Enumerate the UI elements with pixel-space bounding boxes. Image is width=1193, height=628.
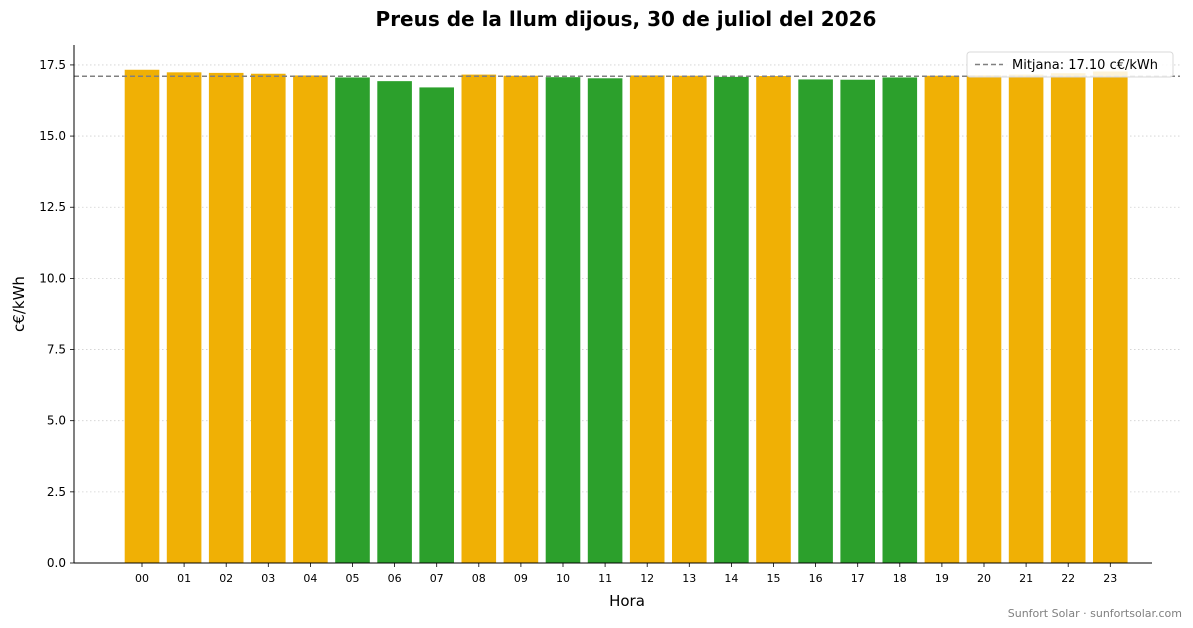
y-tick-label: 17.5 [39, 58, 66, 72]
y-tick-label: 12.5 [39, 200, 66, 214]
bar-07 [419, 87, 454, 564]
bars-group [124, 69, 1128, 564]
legend-average-label: Mitjana: 17.10 c€/kWh [1012, 58, 1158, 73]
bar-18 [882, 77, 918, 563]
x-tick-label: 00 [135, 572, 149, 585]
x-tick-label: 17 [851, 572, 865, 585]
x-axis-label: Hora [609, 592, 645, 610]
bar-14 [714, 76, 749, 563]
x-tick-label: 13 [682, 572, 696, 585]
x-tick-label: 06 [388, 572, 402, 585]
y-ticks: 0.0 2.5 5.0 7.5 10.0 12.5 15.0 17.5 [39, 58, 74, 570]
x-tick-label: 02 [219, 572, 233, 585]
bar-03 [251, 73, 286, 563]
footer-credit: Sunfort Solar · sunfortsolar.com [1008, 607, 1182, 620]
y-tick-label: 5.0 [47, 414, 66, 428]
bar-21 [1008, 74, 1044, 563]
bar-09 [503, 75, 539, 563]
x-tick-label: 11 [598, 572, 612, 585]
bar-23 [1093, 71, 1128, 563]
bar-04 [293, 75, 328, 563]
x-tick-label: 23 [1103, 572, 1117, 585]
y-tick-label: 10.0 [39, 271, 66, 285]
bar-22 [1050, 73, 1086, 563]
x-tick-label: 07 [430, 572, 444, 585]
x-ticks: 00 01 02 03 04 05 06 07 08 09 10 11 12 13 14 15 16 17 18 19… [135, 563, 1117, 585]
x-tick-label: 14 [724, 572, 738, 585]
x-tick-label: 21 [1019, 572, 1033, 585]
bar-08 [461, 74, 497, 563]
bar-12 [629, 75, 665, 563]
bar-05 [335, 77, 370, 563]
axes [73, 45, 1152, 564]
bar-10 [545, 77, 581, 564]
x-tick-label: 22 [1061, 572, 1075, 585]
y-tick-label: 15.0 [39, 129, 66, 143]
bar-11 [587, 78, 623, 564]
y-tick-label: 2.5 [47, 485, 66, 499]
bar-19 [924, 75, 960, 563]
x-tick-label: 12 [640, 572, 654, 585]
bar-01 [166, 72, 202, 564]
x-tick-label: 03 [261, 572, 275, 585]
y-tick-label: 0.0 [47, 556, 66, 570]
y-axis-label: c€/kWh [10, 276, 28, 332]
bar-00 [124, 69, 160, 563]
bar-02 [208, 72, 244, 564]
bar-15 [756, 76, 791, 564]
y-tick-label: 7.5 [47, 343, 66, 357]
x-tick-label: 09 [514, 572, 528, 585]
x-tick-label: 01 [177, 572, 191, 585]
legend: Mitjana: 17.10 c€/kWh [966, 51, 1174, 78]
bar-13 [672, 75, 707, 563]
x-tick-label: 08 [472, 572, 486, 585]
x-tick-label: 16 [809, 572, 823, 585]
x-tick-label: 05 [346, 572, 360, 585]
bar-20 [966, 75, 1002, 564]
bar-16 [798, 79, 833, 563]
x-tick-label: 04 [303, 572, 317, 585]
x-tick-label: 18 [893, 572, 907, 585]
legend-box [966, 51, 1174, 78]
x-tick-label: 15 [767, 572, 781, 585]
chart-title: Preus de la llum dijous, 30 de juliol de… [376, 7, 877, 31]
bar-06 [377, 81, 412, 564]
bar-17 [840, 79, 875, 563]
x-tick-label: 20 [977, 572, 991, 585]
x-tick-label: 10 [556, 572, 570, 585]
x-tick-label: 19 [935, 572, 949, 585]
